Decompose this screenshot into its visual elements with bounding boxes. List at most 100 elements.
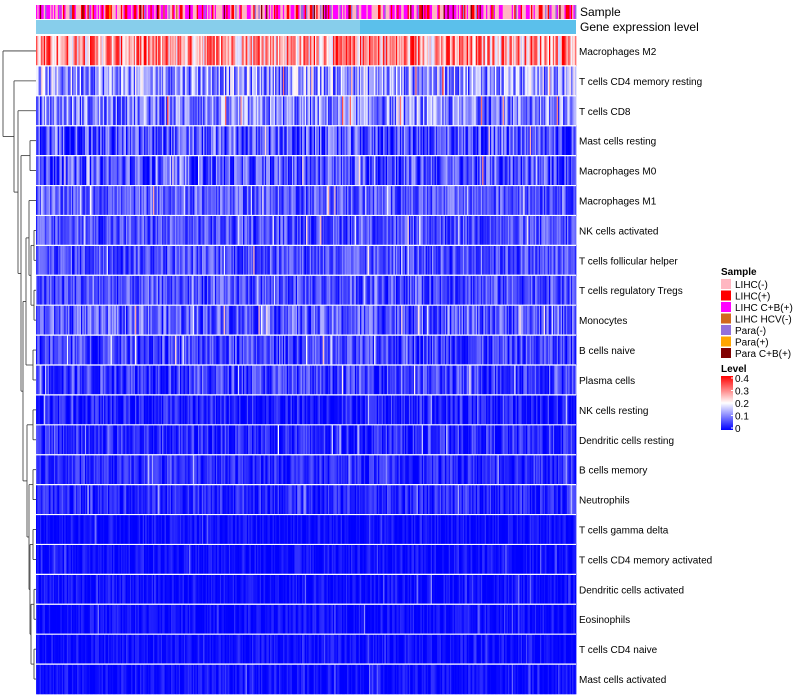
heatmap-cell bbox=[38, 275, 41, 306]
heatmap-cell bbox=[195, 155, 198, 186]
heatmap-cell bbox=[475, 215, 478, 246]
heatmap-cell bbox=[82, 155, 84, 186]
heatmap-cell bbox=[285, 305, 288, 336]
heatmap-cell bbox=[216, 155, 218, 186]
heatmap-cell bbox=[568, 185, 570, 216]
heatmap-cell bbox=[241, 155, 244, 186]
heatmap-cell bbox=[113, 215, 115, 246]
heatmap-cell bbox=[483, 125, 486, 156]
heatmap-cell bbox=[348, 155, 351, 186]
heatmap-cell bbox=[425, 155, 428, 186]
heatmap-cell bbox=[514, 185, 516, 216]
heatmap-cell bbox=[441, 185, 443, 216]
heatmap-cell bbox=[569, 36, 572, 67]
heatmap-cell bbox=[560, 245, 563, 276]
heatmap-cell bbox=[219, 125, 222, 156]
heatmap-cell bbox=[136, 305, 138, 336]
heatmap-cell bbox=[110, 155, 113, 186]
heatmap-cell bbox=[546, 65, 549, 97]
heatmap-cell bbox=[389, 65, 392, 97]
heatmap-cell bbox=[462, 275, 465, 306]
heatmap-cell bbox=[65, 305, 68, 336]
heatmap-cell bbox=[131, 95, 133, 127]
heatmap-cell bbox=[135, 155, 137, 186]
heatmap-cell bbox=[61, 335, 64, 366]
heatmap-cell bbox=[334, 185, 336, 216]
heatmap-cell bbox=[392, 36, 394, 67]
heatmap-cell bbox=[73, 155, 75, 186]
heatmap-cell bbox=[190, 36, 192, 67]
heatmap-cell bbox=[405, 185, 407, 216]
heatmap-cell bbox=[132, 36, 135, 67]
heatmap-cell bbox=[133, 95, 136, 127]
heatmap-cell bbox=[165, 125, 168, 156]
sample-cell bbox=[402, 5, 405, 19]
heatmap-cell bbox=[389, 155, 392, 186]
heatmap-cell bbox=[258, 215, 261, 246]
heatmap-cell bbox=[387, 335, 389, 366]
heatmap-cell bbox=[565, 125, 568, 156]
heatmap-cell bbox=[366, 215, 369, 246]
heatmap-cell bbox=[417, 275, 420, 306]
heatmap-cell bbox=[396, 125, 398, 156]
heatmap-cell bbox=[338, 245, 340, 276]
heatmap-cell bbox=[509, 185, 511, 216]
heatmap-cell bbox=[88, 36, 91, 67]
heatmap-cell bbox=[514, 245, 516, 276]
heatmap-cell bbox=[204, 125, 207, 156]
heatmap-cell bbox=[383, 305, 385, 336]
heatmap-cell bbox=[520, 305, 523, 336]
heatmap-cell bbox=[248, 36, 250, 67]
heatmap-cell bbox=[86, 95, 88, 127]
heatmap-cell bbox=[123, 95, 126, 127]
heatmap-cell bbox=[138, 36, 141, 67]
heatmap-cell bbox=[498, 65, 501, 97]
heatmap-cell bbox=[299, 335, 302, 366]
heatmap-cell bbox=[244, 275, 246, 306]
heatmap-cell bbox=[270, 245, 272, 276]
heatmap-cell bbox=[447, 245, 450, 276]
heatmap-cell bbox=[493, 275, 496, 306]
heatmap-cell bbox=[550, 65, 552, 97]
heatmap-cell bbox=[338, 155, 340, 186]
heatmap-cell bbox=[59, 185, 61, 216]
heatmap-cell bbox=[37, 215, 39, 246]
heatmap-cell bbox=[497, 185, 500, 216]
heatmap-cell bbox=[399, 95, 402, 127]
heatmap-cell bbox=[176, 245, 178, 276]
heatmap-cell bbox=[237, 215, 240, 246]
heatmap-cell bbox=[160, 215, 163, 246]
heatmap-cell bbox=[228, 155, 231, 186]
heatmap-cell bbox=[505, 155, 507, 186]
heatmap-cell bbox=[57, 125, 60, 156]
heatmap-cell bbox=[313, 95, 316, 127]
heatmap-cell bbox=[551, 185, 554, 216]
heatmap-cell bbox=[248, 215, 250, 246]
heatmap-cell bbox=[488, 305, 491, 336]
heatmap-cell bbox=[325, 245, 327, 276]
heatmap-cell bbox=[358, 155, 361, 186]
heatmap-cell bbox=[451, 305, 453, 336]
heatmap-cell bbox=[376, 95, 379, 127]
heatmap-cell bbox=[502, 305, 505, 336]
heatmap-cell bbox=[177, 275, 180, 306]
heatmap-cell bbox=[477, 36, 479, 67]
heatmap-cell bbox=[158, 305, 160, 336]
heatmap-cell bbox=[531, 245, 533, 276]
heatmap-cell bbox=[270, 185, 272, 216]
heatmap-cell bbox=[484, 125, 487, 156]
heatmap-cell bbox=[74, 215, 77, 246]
heatmap-cell bbox=[178, 65, 181, 97]
heatmap-cell bbox=[425, 125, 428, 156]
heatmap-cell bbox=[212, 245, 214, 276]
heatmap-cell bbox=[345, 36, 348, 67]
heatmap-cell bbox=[147, 215, 150, 246]
sample-cell bbox=[343, 5, 345, 19]
heatmap-cell bbox=[78, 155, 81, 186]
heatmap-cell bbox=[140, 95, 142, 127]
heatmap-cell bbox=[181, 275, 183, 306]
heatmap-cell bbox=[573, 36, 576, 67]
heatmap-cell bbox=[379, 275, 381, 306]
heatmap-cell bbox=[105, 36, 108, 67]
heatmap-cell bbox=[482, 305, 484, 336]
